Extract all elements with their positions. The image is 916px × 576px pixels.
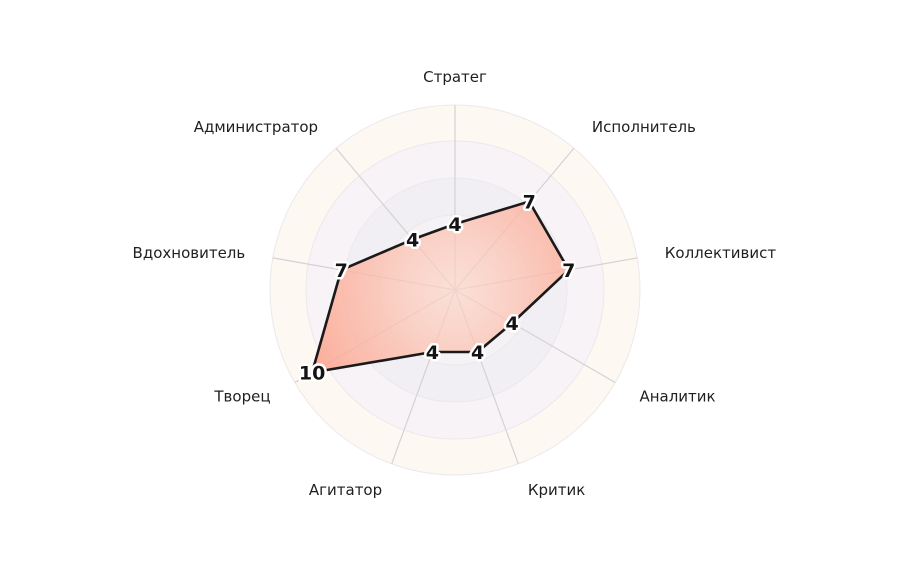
axis-label-1: Стратег (423, 68, 487, 86)
axis-label-9: Администратор (194, 118, 318, 136)
radar-axis-labels: Стратег Исполнитель Коллективист Аналитик Кр… (133, 68, 777, 499)
value-label-7: 10 (299, 363, 325, 385)
value-label-9: 4 (406, 229, 419, 251)
value-label-8: 7 (335, 260, 348, 282)
axis-label-2: Исполнитель (592, 118, 696, 136)
value-label-2: 7 (523, 192, 536, 214)
axis-label-6: Агитатор (309, 481, 382, 499)
axis-label-5: Критик (528, 481, 585, 499)
value-label-4: 4 (506, 313, 519, 335)
axis-label-7: Творец (213, 388, 270, 406)
value-label-6: 4 (426, 342, 439, 364)
value-label-5: 4 (471, 342, 484, 364)
series-polygon (310, 200, 571, 374)
value-label-1: 4 (448, 214, 461, 236)
axis-label-3: Коллективист (665, 244, 777, 262)
axis-label-4: Аналитик (639, 388, 715, 406)
radar-series-area (310, 200, 571, 374)
value-label-3: 7 (562, 260, 575, 282)
axis-label-8: Вдохновитель (133, 244, 246, 262)
